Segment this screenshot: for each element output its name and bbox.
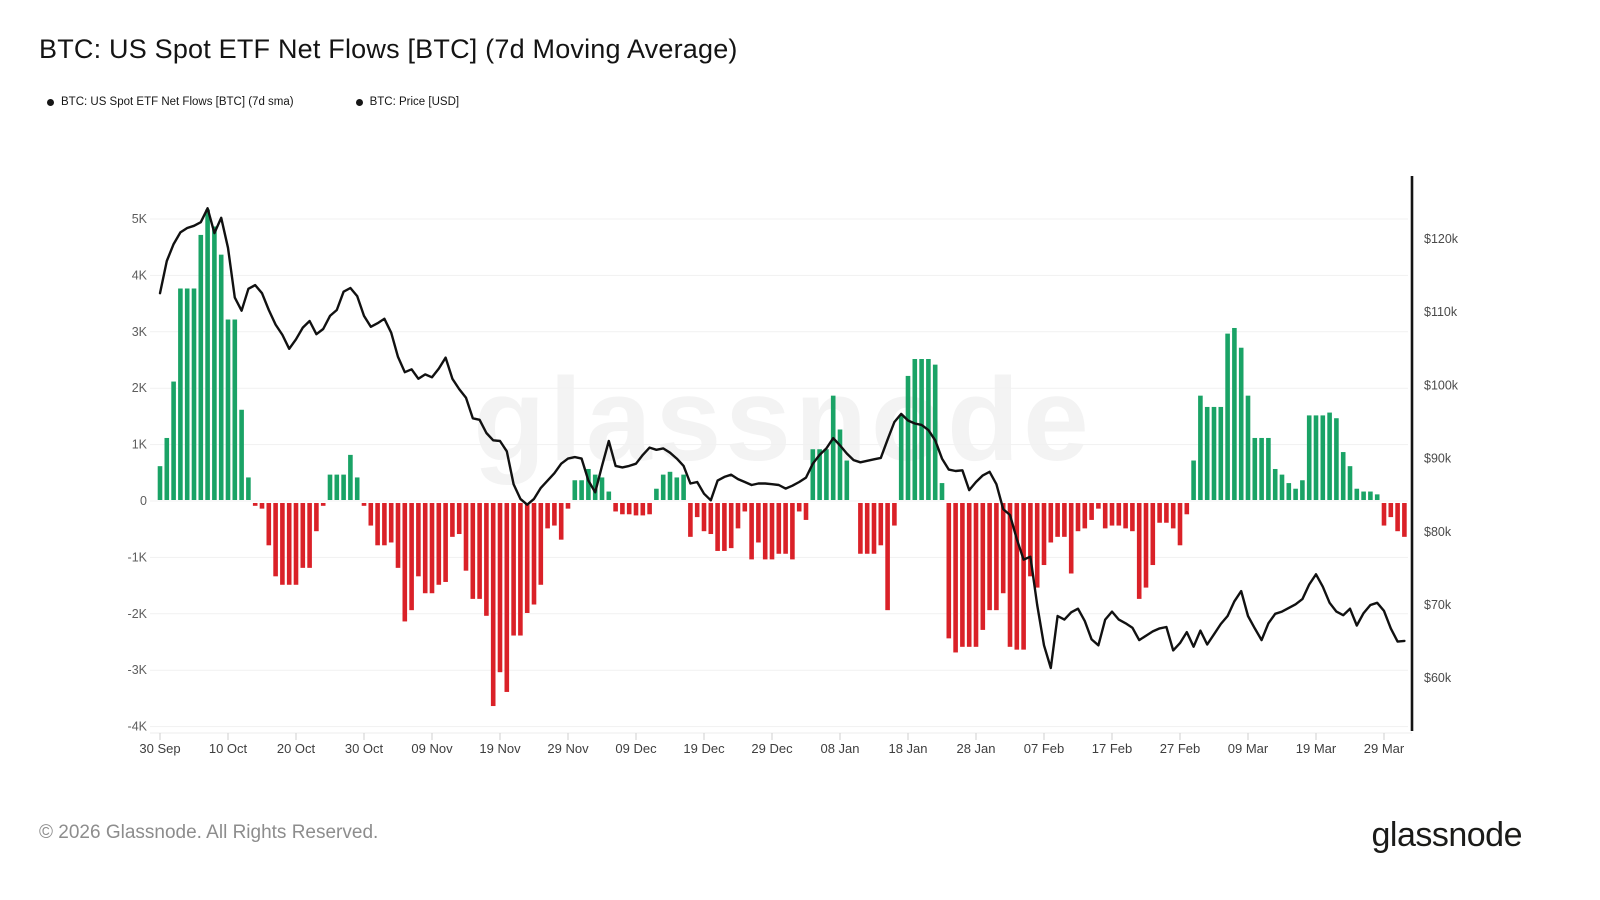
svg-text:20 Oct: 20 Oct xyxy=(277,741,316,756)
svg-text:$80k: $80k xyxy=(1424,525,1452,539)
svg-text:09 Mar: 09 Mar xyxy=(1228,741,1269,756)
svg-text:4K: 4K xyxy=(132,268,148,282)
legend-item-netflows[interactable]: BTC: US Spot ETF Net Flows [BTC] (7d sma… xyxy=(47,96,294,108)
svg-text:3K: 3K xyxy=(132,325,148,339)
svg-text:$110k: $110k xyxy=(1424,305,1458,319)
svg-text:29 Mar: 29 Mar xyxy=(1364,741,1405,756)
svg-text:-4K: -4K xyxy=(128,720,148,734)
svg-text:19 Mar: 19 Mar xyxy=(1296,741,1337,756)
glassnode-logo: glassnode xyxy=(1371,816,1522,854)
svg-text:18 Jan: 18 Jan xyxy=(888,741,927,756)
legend-dot-price-icon xyxy=(355,98,363,106)
svg-text:29 Dec: 29 Dec xyxy=(751,741,793,756)
svg-text:-1K: -1K xyxy=(128,550,148,564)
svg-text:-3K: -3K xyxy=(128,663,148,677)
flows-price-chart[interactable]: 5K 4K 3K 2K 1K 0 -1K -2K -3K -4K 30 Sep 10 Oct 20 Oc… xyxy=(0,0,1600,780)
legend-label-price: BTC: Price [USD] xyxy=(369,96,460,108)
svg-text:07 Feb: 07 Feb xyxy=(1024,741,1064,756)
svg-text:30 Oct: 30 Oct xyxy=(345,741,384,756)
svg-text:09 Nov: 09 Nov xyxy=(411,741,453,756)
legend-label-netflows: BTC: US Spot ETF Net Flows [BTC] (7d sma… xyxy=(61,96,294,108)
svg-text:2K: 2K xyxy=(132,381,148,395)
svg-text:29 Nov: 29 Nov xyxy=(547,741,589,756)
svg-text:19 Dec: 19 Dec xyxy=(683,741,725,756)
svg-text:$60k: $60k xyxy=(1424,671,1452,685)
svg-text:$70k: $70k xyxy=(1424,598,1452,612)
page-title: BTC: US Spot ETF Net Flows [BTC] (7d Mov… xyxy=(39,34,738,64)
svg-text:5K: 5K xyxy=(132,212,148,226)
chart-legend: BTC: US Spot ETF Net Flows [BTC] (7d sma… xyxy=(47,96,459,108)
svg-text:-2K: -2K xyxy=(128,607,148,621)
svg-text:17 Feb: 17 Feb xyxy=(1092,741,1132,756)
glassnode-watermark: glassnode xyxy=(473,354,1093,486)
legend-item-price[interactable]: BTC: Price [USD] xyxy=(355,96,460,108)
footer-copyright: © 2026 Glassnode. All Rights Reserved. xyxy=(39,822,379,843)
svg-text:$120k: $120k xyxy=(1424,232,1459,246)
svg-text:28 Jan: 28 Jan xyxy=(956,741,995,756)
svg-text:10 Oct: 10 Oct xyxy=(209,741,248,756)
svg-text:30 Sep: 30 Sep xyxy=(139,741,180,756)
svg-text:09 Dec: 09 Dec xyxy=(615,741,657,756)
svg-text:19 Nov: 19 Nov xyxy=(479,741,521,756)
svg-text:$100k: $100k xyxy=(1424,378,1459,392)
legend-dot-netflows-icon xyxy=(47,98,54,106)
svg-text:27 Feb: 27 Feb xyxy=(1160,741,1200,756)
svg-text:0: 0 xyxy=(140,494,147,508)
svg-text:08 Jan: 08 Jan xyxy=(820,741,859,756)
svg-text:$90k: $90k xyxy=(1424,452,1452,466)
svg-text:1K: 1K xyxy=(132,438,148,452)
